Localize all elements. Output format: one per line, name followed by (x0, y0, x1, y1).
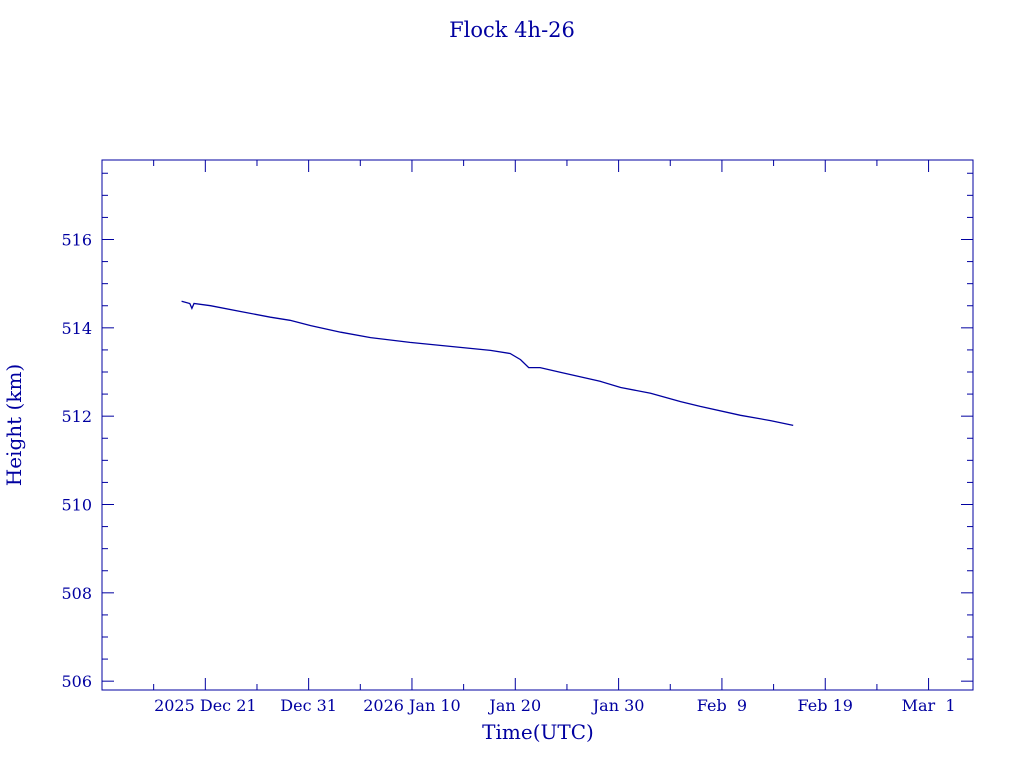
y-tick-label: 508 (61, 584, 92, 603)
y-tick-label: 510 (61, 496, 92, 515)
y-tick-label: 514 (61, 319, 92, 338)
x-tick-label: Feb 19 (798, 696, 853, 715)
x-tick-label: Jan 30 (591, 696, 645, 715)
x-axis-label: Time(UTC) (482, 720, 594, 744)
x-tick-label: Feb 9 (697, 696, 747, 715)
y-tick-label: 516 (61, 231, 92, 250)
x-tick-label: 2026 Jan 10 (363, 696, 461, 715)
x-tick-label: Jan 20 (487, 696, 541, 715)
x-tick-label: 2025 Dec 21 (154, 696, 257, 715)
plot-frame (101, 159, 974, 691)
chart-title: Flock 4h-26 (449, 18, 575, 42)
x-tick-label: Mar 1 (902, 696, 956, 715)
y-tick-label: 512 (61, 407, 92, 426)
y-axis-label: Height (km) (2, 364, 26, 486)
y-tick-label: 506 (61, 672, 92, 691)
x-tick-label: Dec 31 (280, 696, 337, 715)
series-line (181, 300, 794, 427)
